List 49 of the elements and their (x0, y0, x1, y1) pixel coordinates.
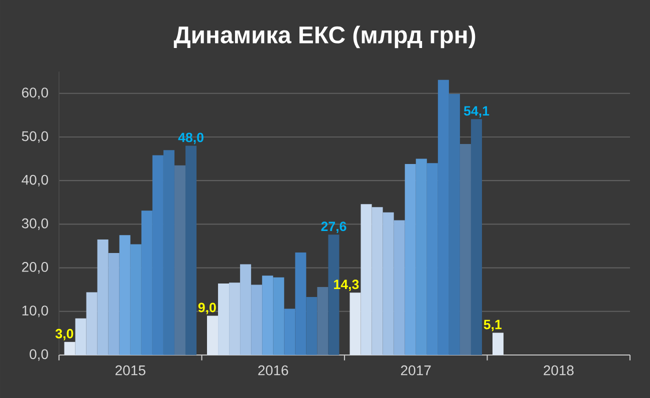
bar (404, 164, 416, 355)
bar (207, 316, 218, 355)
data-label: 3,0 (55, 328, 74, 340)
y-tick-label: 10,0 (22, 306, 48, 318)
bar (394, 220, 405, 355)
bar (108, 252, 120, 355)
bar (273, 277, 284, 355)
bar (86, 292, 98, 355)
bar (416, 158, 427, 355)
x-tick-label: 2018 (544, 365, 574, 376)
y-tick-label: 50,0 (22, 131, 48, 143)
bar (251, 284, 262, 355)
bar (460, 144, 471, 355)
bar (492, 332, 504, 355)
y-tick-label: 20,0 (22, 262, 48, 274)
bar (306, 297, 318, 355)
y-tick-label: 40,0 (22, 174, 48, 186)
data-label: 27,6 (321, 222, 346, 234)
data-label: 48,0 (178, 132, 204, 144)
bar (163, 150, 174, 355)
data-label: 9,0 (198, 302, 216, 314)
bar (382, 212, 394, 355)
bar (350, 292, 361, 355)
data-label: 5,1 (484, 320, 502, 332)
x-tick-label: 2015 (116, 365, 146, 376)
data-label: 14,3 (334, 280, 359, 292)
bar (229, 282, 240, 355)
x-tick-label: 2016 (258, 365, 288, 376)
bar (240, 264, 252, 355)
bar (185, 146, 196, 355)
bar (262, 276, 274, 355)
bar (360, 204, 372, 355)
bar (218, 283, 230, 355)
y-tick-label: 60,0 (22, 88, 48, 100)
bar (174, 165, 186, 355)
data-label: 54,1 (464, 106, 490, 118)
bar (470, 119, 482, 355)
bar (75, 318, 86, 355)
bar (317, 286, 328, 355)
x-tick-label: 2017 (401, 365, 431, 376)
chart-title: Динамика ЕКС (млрд грн) (174, 26, 476, 48)
bar (119, 235, 130, 355)
y-tick-label: 30,0 (22, 218, 48, 230)
bar (64, 342, 76, 355)
bar (448, 94, 460, 355)
bar (372, 207, 383, 355)
bar (130, 244, 142, 355)
y-tick-label: 0,0 (30, 349, 48, 361)
bar (97, 239, 108, 355)
